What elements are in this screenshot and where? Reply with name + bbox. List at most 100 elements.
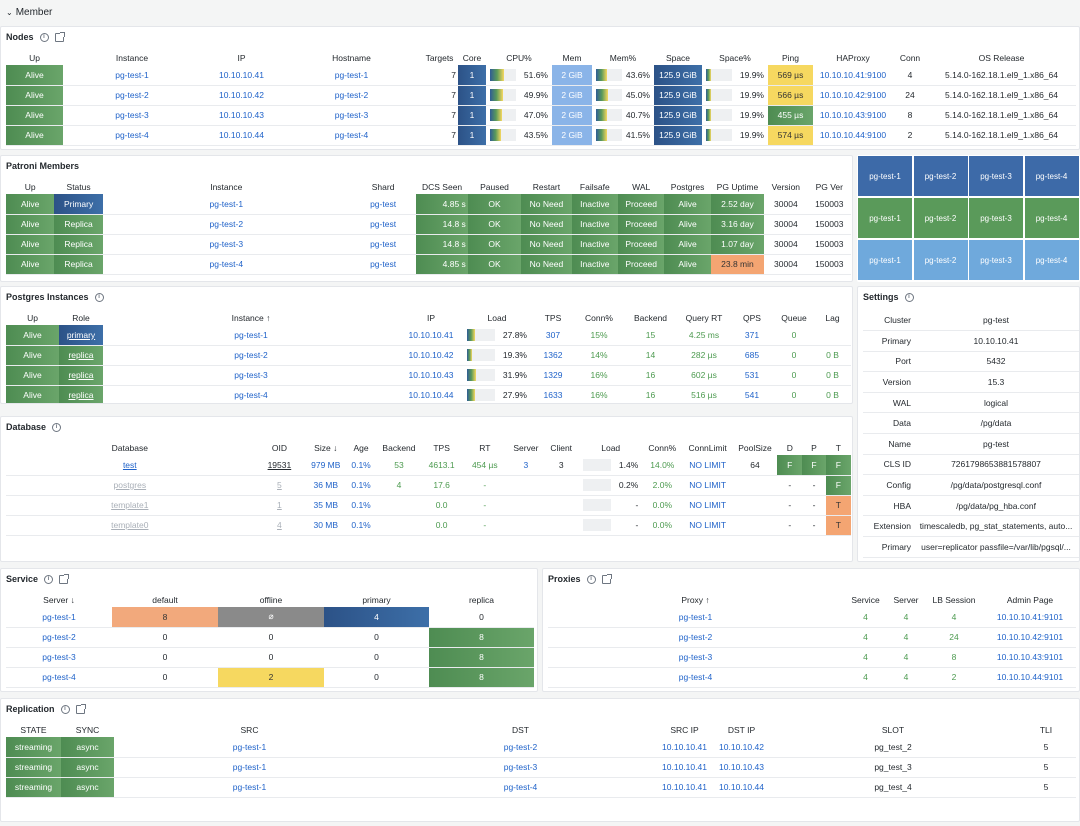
server-link[interactable]: pg-test-4: [6, 667, 112, 688]
column-header[interactable]: Failsafe: [579, 182, 610, 192]
database-link[interactable]: template1: [6, 495, 254, 516]
column-header[interactable]: LB Session: [932, 595, 976, 605]
column-header[interactable]: Client: [550, 443, 573, 453]
ip-link[interactable]: 10.10.10.44: [201, 125, 282, 146]
ip-link[interactable]: 10.10.10.44: [399, 385, 463, 403]
status-tile[interactable]: pg-test-3: [969, 156, 1023, 196]
oid-link[interactable]: 4: [253, 515, 306, 536]
column-header[interactable]: Core: [462, 53, 482, 63]
proxy-link[interactable]: pg-test-2: [548, 627, 843, 648]
column-header[interactable]: P: [811, 443, 817, 453]
column-header[interactable]: Service: [851, 595, 880, 605]
dst-ip-link[interactable]: 10.10.10.44: [713, 777, 770, 798]
column-header[interactable]: Server: [513, 443, 539, 453]
external-link-icon[interactable]: [601, 573, 612, 584]
role-link[interactable]: replica: [59, 385, 103, 403]
column-header[interactable]: PG Uptime: [716, 182, 759, 192]
instance-link[interactable]: pg-test-1: [103, 325, 399, 346]
info-icon[interactable]: i: [44, 574, 54, 584]
column-header[interactable]: Shard: [371, 182, 395, 192]
column-header[interactable]: Postgres: [670, 182, 705, 192]
column-header[interactable]: PG Ver: [815, 182, 843, 192]
admin-page-link[interactable]: 10.10.10.44:9101: [984, 667, 1076, 688]
database-link[interactable]: test: [6, 455, 254, 476]
chevron-down-icon[interactable]: ⌄: [6, 7, 13, 17]
column-header[interactable]: Up: [24, 182, 36, 192]
status-tile[interactable]: pg-test-1: [858, 198, 912, 238]
shard-link[interactable]: pg-test: [349, 234, 417, 255]
column-header[interactable]: STATE: [20, 725, 47, 735]
shard-link[interactable]: pg-test: [349, 194, 417, 215]
column-header[interactable]: HAProxy: [836, 53, 870, 63]
external-link-icon[interactable]: [54, 31, 65, 42]
ip-link[interactable]: 10.10.10.43: [399, 365, 463, 386]
row-header[interactable]: ⌄ Member: [6, 5, 52, 19]
column-header[interactable]: TPS: [544, 313, 562, 323]
src-link[interactable]: pg-test-1: [114, 737, 385, 758]
column-header[interactable]: Server: [893, 595, 919, 605]
column-header[interactable]: Admin Page: [1006, 595, 1054, 605]
hostname-link[interactable]: pg-test-3: [282, 105, 421, 126]
status-tile[interactable]: pg-test-2: [913, 198, 968, 238]
dst-ip-link[interactable]: 10.10.10.42: [713, 737, 770, 758]
admin-page-link[interactable]: 10.10.10.41:9101: [984, 607, 1076, 628]
oid-link[interactable]: 1: [253, 495, 306, 516]
admin-page-link[interactable]: 10.10.10.42:9101: [984, 627, 1076, 648]
src-ip-link[interactable]: 10.10.10.41: [656, 777, 713, 798]
status-tile[interactable]: pg-test-1: [858, 240, 912, 280]
column-header[interactable]: Lag: [825, 313, 840, 323]
column-header[interactable]: Instance ↑: [231, 313, 271, 323]
proxy-link[interactable]: pg-test-3: [548, 647, 843, 668]
column-header[interactable]: Load: [601, 443, 621, 453]
column-header[interactable]: TPS: [433, 443, 450, 453]
column-header[interactable]: primary: [362, 595, 391, 605]
haproxy-link[interactable]: 10.10.10.43:9100: [813, 105, 893, 126]
column-header[interactable]: RT: [479, 443, 491, 453]
server-link[interactable]: pg-test-3: [6, 647, 112, 668]
column-header[interactable]: Ping: [781, 53, 799, 63]
instance-link[interactable]: pg-test-1: [102, 194, 350, 215]
status-tile[interactable]: pg-test-4: [1024, 240, 1079, 280]
server-link[interactable]: pg-test-1: [6, 607, 112, 628]
column-header[interactable]: Targets: [425, 53, 454, 63]
external-link-icon[interactable]: [75, 703, 86, 714]
column-header[interactable]: Database: [111, 443, 148, 453]
status-tile[interactable]: pg-test-2: [913, 156, 968, 196]
instance-link[interactable]: pg-test-3: [63, 105, 201, 126]
column-header[interactable]: SRC IP: [670, 725, 699, 735]
dst-link[interactable]: pg-test-4: [385, 777, 656, 798]
column-header[interactable]: Status: [66, 182, 91, 192]
column-header[interactable]: Paused: [480, 182, 509, 192]
column-header[interactable]: OID: [271, 443, 287, 453]
column-header[interactable]: IP: [426, 313, 436, 323]
shard-link[interactable]: pg-test: [349, 214, 417, 235]
src-ip-link[interactable]: 10.10.10.41: [656, 737, 713, 758]
src-link[interactable]: pg-test-1: [114, 777, 385, 798]
column-header[interactable]: Up: [27, 313, 38, 323]
column-header[interactable]: QPS: [743, 313, 761, 323]
column-header[interactable]: Hostname: [332, 53, 371, 63]
instance-link[interactable]: pg-test-2: [102, 214, 350, 235]
ip-link[interactable]: 10.10.10.43: [201, 105, 282, 126]
status-tile[interactable]: pg-test-4: [1024, 198, 1079, 238]
column-header[interactable]: Restart: [532, 182, 561, 192]
oid-link[interactable]: 19531: [253, 455, 306, 476]
ip-link[interactable]: 10.10.10.42: [201, 85, 282, 106]
database-link[interactable]: template0: [6, 515, 254, 536]
column-header[interactable]: D: [786, 443, 793, 453]
ip-link[interactable]: 10.10.10.41: [201, 65, 282, 86]
column-header[interactable]: SYNC: [75, 725, 100, 735]
haproxy-link[interactable]: 10.10.10.42:9100: [813, 85, 893, 106]
column-header[interactable]: Age: [353, 443, 369, 453]
column-header[interactable]: SLOT: [881, 725, 905, 735]
column-header[interactable]: DST IP: [727, 725, 756, 735]
role-link[interactable]: primary: [59, 325, 103, 346]
shard-link[interactable]: pg-test: [349, 254, 417, 275]
instance-link[interactable]: pg-test-4: [103, 385, 399, 403]
oid-link[interactable]: 5: [253, 475, 306, 496]
src-link[interactable]: pg-test-1: [114, 757, 385, 778]
proxy-link[interactable]: pg-test-4: [548, 667, 843, 688]
column-header[interactable]: replica: [468, 595, 495, 605]
column-header[interactable]: DCS Seen: [421, 182, 463, 192]
column-header[interactable]: Conn%: [648, 443, 677, 453]
